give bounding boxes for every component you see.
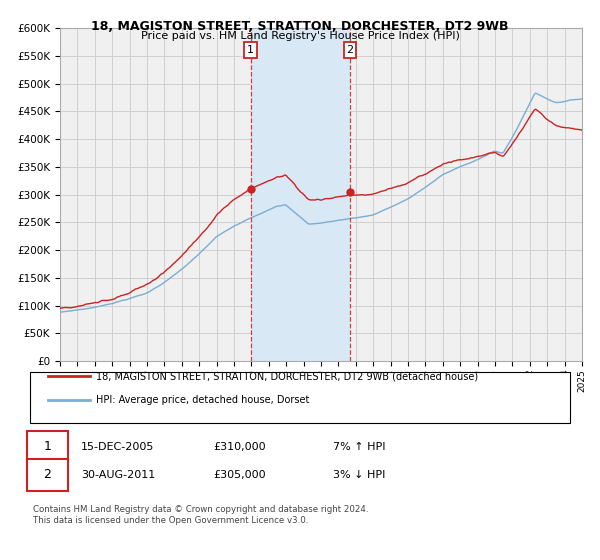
Text: 30-AUG-2011: 30-AUG-2011 <box>81 470 155 480</box>
Text: 15-DEC-2005: 15-DEC-2005 <box>81 442 154 452</box>
Text: 1: 1 <box>247 45 254 55</box>
Text: 18, MAGISTON STREET, STRATTON, DORCHESTER, DT2 9WB: 18, MAGISTON STREET, STRATTON, DORCHESTE… <box>91 20 509 32</box>
Text: Contains HM Land Registry data © Crown copyright and database right 2024.
This d: Contains HM Land Registry data © Crown c… <box>33 505 368 525</box>
Text: £305,000: £305,000 <box>213 470 266 480</box>
Text: £310,000: £310,000 <box>213 442 266 452</box>
Text: 7% ↑ HPI: 7% ↑ HPI <box>333 442 386 452</box>
Text: 2: 2 <box>346 45 353 55</box>
Text: 1: 1 <box>43 440 52 454</box>
Bar <box>251 28 350 361</box>
Text: 18, MAGISTON STREET, STRATTON, DORCHESTER, DT2 9WB (detached house): 18, MAGISTON STREET, STRATTON, DORCHESTE… <box>96 371 478 381</box>
Text: 2: 2 <box>43 468 52 482</box>
Text: 3% ↓ HPI: 3% ↓ HPI <box>333 470 385 480</box>
Text: Price paid vs. HM Land Registry's House Price Index (HPI): Price paid vs. HM Land Registry's House … <box>140 31 460 41</box>
Text: HPI: Average price, detached house, Dorset: HPI: Average price, detached house, Dors… <box>96 395 310 405</box>
